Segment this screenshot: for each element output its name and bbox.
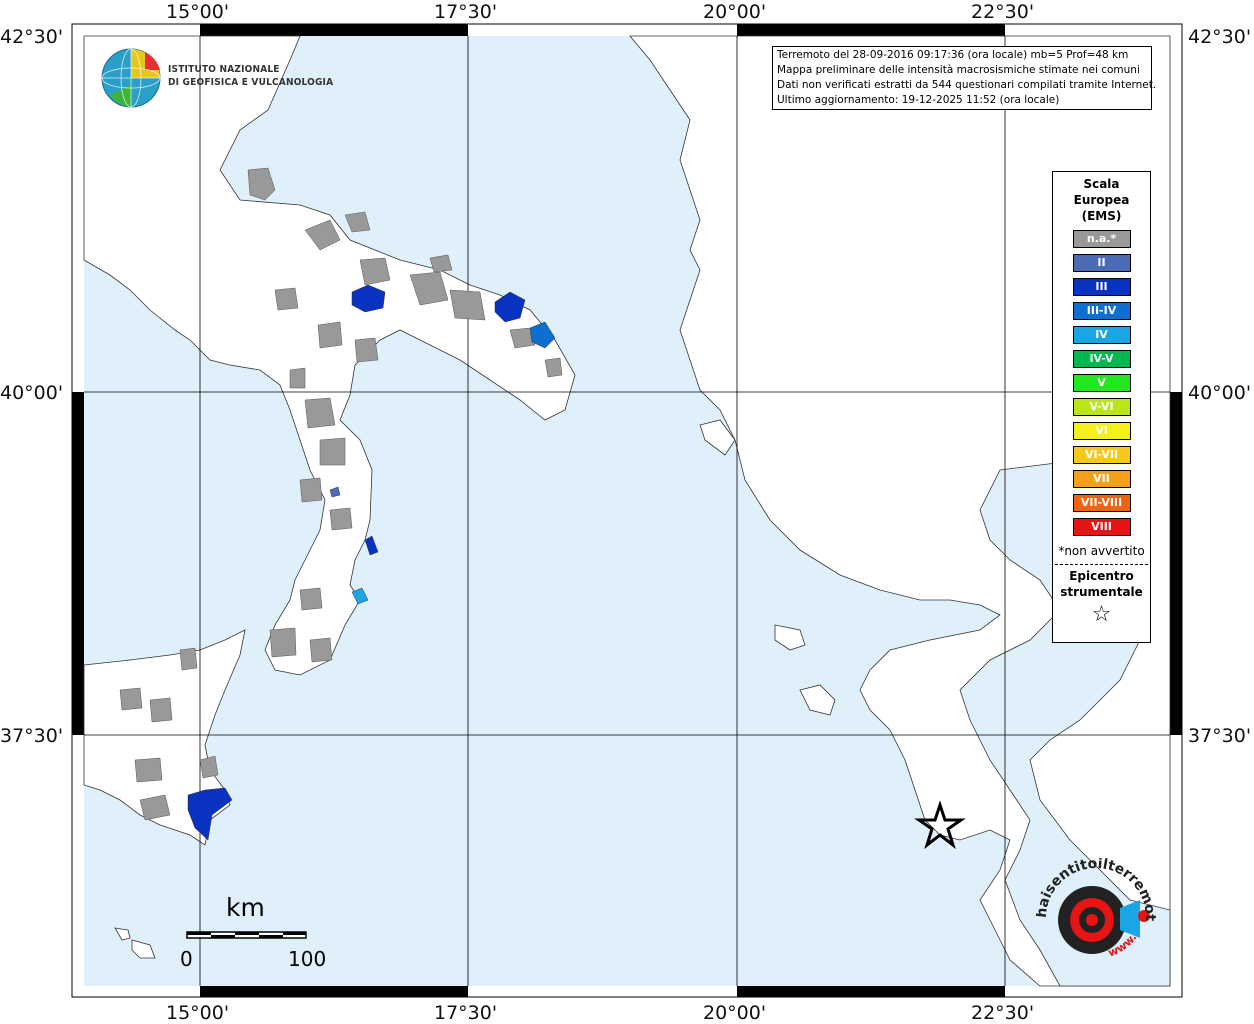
scalebar-start: 0 xyxy=(180,947,193,971)
legend-item: VI-VII xyxy=(1072,446,1131,464)
legend-item: V xyxy=(1072,374,1131,392)
ingv-logo-icon xyxy=(101,48,161,108)
legend-title-line-1: Scala xyxy=(1083,177,1120,191)
legend-note: *non avvertito xyxy=(1058,544,1145,558)
info-line-1: Terremoto del 28-09-2016 09:17:36 (ora l… xyxy=(777,49,1129,61)
info-line-3: Dati non verificati estratti da 544 ques… xyxy=(777,79,1157,91)
info-line-2: Mappa preliminare delle intensità macros… xyxy=(777,64,1140,76)
legend-epicenter-line-2: strumentale xyxy=(1060,585,1143,599)
scalebar-unit: km xyxy=(226,893,265,922)
legend-item: VIII xyxy=(1072,518,1131,536)
lon-label-top-3: 20°00' xyxy=(703,1,767,23)
intensity-iii-polygon xyxy=(494,291,526,323)
legend-item: IV xyxy=(1072,326,1131,344)
institute-name: ISTITUTO NAZIONALE DI GEOFISICA E VULCAN… xyxy=(168,63,333,89)
lon-label-top-1: 15°00' xyxy=(166,1,230,23)
legend-item: III-IV xyxy=(1072,302,1131,320)
lat-label-right-3: 37°30' xyxy=(1188,725,1252,747)
intensity-iii-iv-polygon xyxy=(529,321,556,349)
lon-label-bottom-1: 15°00' xyxy=(166,1002,230,1024)
intensity-ii-polygon xyxy=(329,486,341,498)
lat-label-left-2: 40°00' xyxy=(0,382,64,404)
legend-title-line-3: (EMS) xyxy=(1081,209,1122,223)
legend-divider xyxy=(1055,564,1148,565)
legend-epicenter-line-1: Epicentro xyxy=(1069,569,1134,583)
lon-label-bottom-3: 20°00' xyxy=(703,1002,767,1024)
institute-line-2: DI GEOFISICA E VULCANOLOGIA xyxy=(168,77,334,88)
frame-segments xyxy=(72,24,1182,997)
lon-label-top-2: 17°30' xyxy=(434,1,498,23)
graticule xyxy=(84,36,1170,986)
haisentito-logo-icon: haisentitoilterremoto.it www. xyxy=(1036,858,1156,959)
legend-item: III xyxy=(1072,278,1131,296)
legend-title-line-2: Europea xyxy=(1073,193,1130,207)
legend-item: VII-VIII xyxy=(1072,494,1131,512)
legend-item: VII xyxy=(1072,470,1131,488)
legend-item: VI xyxy=(1072,422,1131,440)
info-line-4: Ultimo aggiornamento: 19-12-2025 11:52 (… xyxy=(777,94,1060,106)
legend-star-icon: ☆ xyxy=(1091,602,1112,627)
land-italy xyxy=(83,35,576,676)
scalebar-end: 100 xyxy=(288,947,327,971)
legend-item: V-VI xyxy=(1072,398,1131,416)
municipalities-na xyxy=(119,167,563,821)
lat-label-right-1: 42°30' xyxy=(1188,26,1252,48)
earthquake-info-box: Terremoto del 28-09-2016 09:17:36 (ora l… xyxy=(772,46,1157,110)
intensity-iii-polygon xyxy=(364,535,379,556)
lat-label-right-2: 40°00' xyxy=(1188,382,1252,404)
lat-label-left-1: 42°30' xyxy=(0,26,64,48)
legend-epicenter-label: Epicentro strumentale xyxy=(1053,568,1150,600)
intensity-iv-polygon xyxy=(351,587,369,605)
legend-title: Scala Europea (EMS) xyxy=(1053,176,1150,224)
legend-item: II xyxy=(1072,254,1131,272)
intensity-iii-polygon xyxy=(351,284,386,313)
lon-label-bottom-2: 17°30' xyxy=(434,1002,498,1024)
lon-label-top-4: 22°30' xyxy=(971,1,1035,23)
scale-bar xyxy=(186,931,307,939)
lon-label-bottom-4: 22°30' xyxy=(971,1002,1035,1024)
intensity-iii-polygon xyxy=(187,787,233,841)
legend-item: n.a.* xyxy=(1072,230,1131,248)
land-malta xyxy=(114,927,156,959)
legend-item: IV-V xyxy=(1072,350,1131,368)
municipalities-intensity xyxy=(187,284,556,841)
ems-legend: Scala Europea (EMS) n.a.* II III III-IV IV IV… xyxy=(1052,171,1151,643)
lat-label-left-3: 37°30' xyxy=(0,725,64,747)
legend-items: n.a.* II III III-IV IV IV-V V V-VI VI VI-VII VII VI… xyxy=(1053,230,1150,536)
epicenter-star xyxy=(914,800,966,850)
institute-line-1: ISTITUTO NAZIONALE xyxy=(168,64,280,75)
